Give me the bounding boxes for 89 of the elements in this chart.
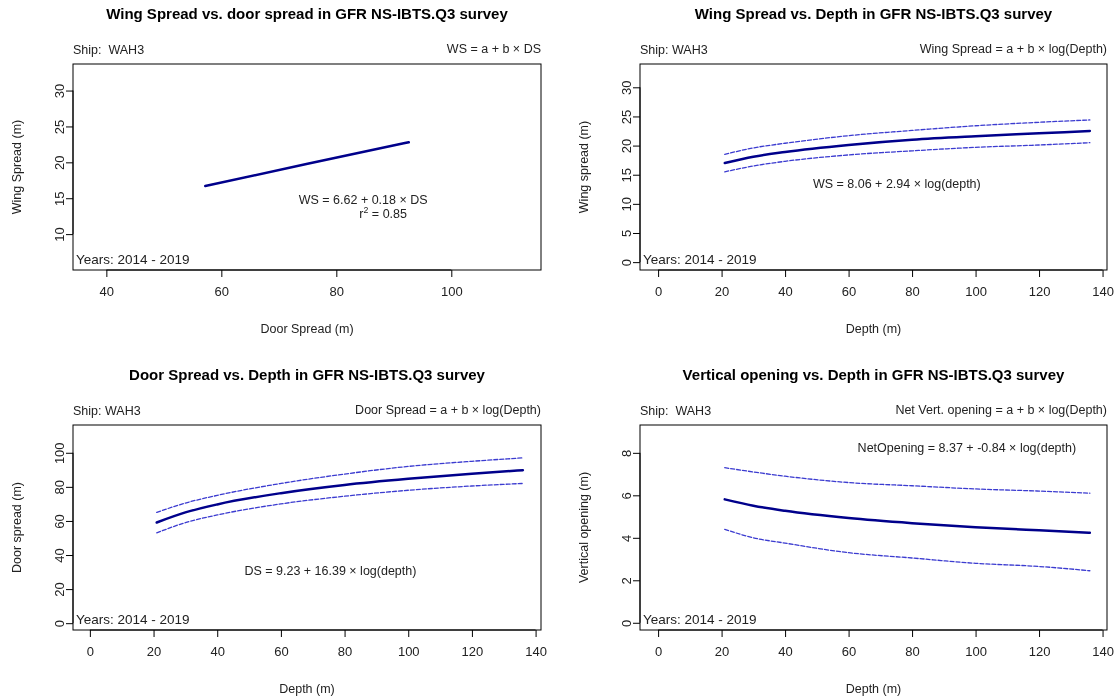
y-tick-label: 30 bbox=[618, 80, 634, 96]
x-tick-label: 80 bbox=[905, 284, 920, 300]
x-tick-label: 0 bbox=[654, 284, 663, 300]
x-tick-label: 20 bbox=[714, 284, 730, 300]
line-series bbox=[723, 129, 1092, 165]
y-tick-label: 40 bbox=[51, 548, 67, 563]
y-tick-label: 60 bbox=[51, 514, 67, 529]
x-tick-label: 100 bbox=[965, 644, 987, 660]
x-tick-label: 120 bbox=[461, 644, 484, 660]
y-tick-label: 8 bbox=[618, 449, 634, 457]
line-series bbox=[724, 142, 1091, 173]
x-tick-label: 20 bbox=[146, 644, 162, 660]
y-tick-label: 25 bbox=[51, 119, 67, 135]
annotation: Years: 2014 - 2019 bbox=[643, 252, 757, 267]
text: Ship: WAH3 bbox=[640, 404, 712, 418]
chart-title: Wing Spread vs. Depth in GFR NS-IBTS.Q3 survey bbox=[694, 5, 1053, 22]
x-tick-label: 40 bbox=[778, 644, 793, 660]
x-tick-label: 40 bbox=[99, 284, 115, 300]
annotation: Years: 2014 - 2019 bbox=[643, 612, 757, 627]
y-tick-label: 100 bbox=[51, 442, 67, 465]
line-series bbox=[156, 482, 524, 534]
y-tick-label: 30 bbox=[51, 83, 67, 99]
x-tick-label: 120 bbox=[1028, 284, 1051, 300]
x-tick-label: 100 bbox=[965, 284, 987, 300]
y-axis-title: Wing spread (m) bbox=[577, 120, 591, 214]
chart-title: Wing Spread vs. door spread in GFR NS-IBTS.Q3 survey bbox=[106, 5, 509, 22]
line-series bbox=[156, 457, 524, 514]
y-tick-label: 4 bbox=[618, 534, 634, 542]
text: Door Spread = a + b × log(Depth) bbox=[355, 403, 541, 417]
y-tick-label: 20 bbox=[51, 155, 67, 171]
y-tick-label: 6 bbox=[618, 492, 634, 500]
x-tick-label: 40 bbox=[778, 284, 793, 300]
text: Ship: WAH3 bbox=[73, 404, 141, 418]
x-tick-label: 100 bbox=[397, 644, 420, 660]
line-series bbox=[155, 468, 525, 524]
x-tick-label: 20 bbox=[714, 644, 730, 660]
x-tick-label: 60 bbox=[274, 644, 289, 660]
line-series bbox=[723, 498, 1092, 534]
x-axis-title: Door Spread (m) bbox=[260, 322, 354, 336]
y-tick-label: 2 bbox=[618, 577, 634, 585]
annotation: WS = 6.62 + 0.18 × DS bbox=[298, 193, 428, 208]
line-series bbox=[724, 467, 1091, 494]
y-tick-label: 20 bbox=[51, 582, 67, 597]
annotation: WS = 8.06 + 2.94 × log(depth) bbox=[812, 176, 981, 191]
y-tick-label: 10 bbox=[51, 227, 67, 242]
y-tick-label: 15 bbox=[51, 191, 67, 206]
x-axis-title: Depth (m) bbox=[845, 682, 902, 696]
y-tick-label: 0 bbox=[51, 620, 67, 628]
chart-title: Door Spread vs. Depth in GFR NS-IBTS.Q3 survey bbox=[129, 366, 486, 383]
x-tick-label: 120 bbox=[1028, 644, 1051, 660]
x-tick-label: 140 bbox=[1092, 284, 1114, 300]
annotation: Years: 2014 - 2019 bbox=[76, 252, 190, 267]
x-tick-label: 80 bbox=[905, 644, 920, 660]
x-tick-label: 60 bbox=[214, 284, 230, 300]
y-axis-title: Door spread (m) bbox=[10, 482, 24, 573]
line-series bbox=[724, 528, 1091, 572]
y-tick-label: 0 bbox=[618, 619, 634, 627]
annotation: r$^{2}$ = 0.85 bbox=[359, 205, 408, 222]
x-tick-label: 0 bbox=[86, 644, 94, 660]
x-tick-label: 60 bbox=[841, 284, 857, 300]
x-axis-title: Depth (m) bbox=[279, 682, 335, 696]
x-axis-title: Depth (m) bbox=[845, 322, 902, 336]
y-tick-label: 25 bbox=[618, 109, 634, 125]
annotation: DS = 9.23 + 16.39 × log(depth) bbox=[244, 563, 417, 578]
annotation: NetOpening = 8.37 + -0.84 × log(depth) bbox=[857, 440, 1077, 455]
x-tick-label: 40 bbox=[210, 644, 225, 660]
y-tick-label: 20 bbox=[618, 138, 634, 154]
text: Net Vert. opening = a + b × log(Depth) bbox=[895, 403, 1107, 417]
y-tick-label: 15 bbox=[618, 167, 634, 183]
x-tick-label: 0 bbox=[654, 644, 663, 660]
text: WS = a + b × DS bbox=[446, 42, 541, 56]
x-tick-label: 80 bbox=[337, 644, 353, 660]
x-tick-label: 60 bbox=[841, 644, 857, 660]
y-axis-title: Wing Spread (m) bbox=[10, 119, 24, 215]
y-tick-label: 0 bbox=[618, 259, 634, 267]
y-tick-label: 5 bbox=[618, 229, 634, 238]
text: Ship: WAH3 bbox=[640, 43, 708, 57]
x-tick-label: 140 bbox=[525, 644, 547, 660]
chart-title: Vertical opening vs. Depth in GFR NS-IBTS.Q3 survey bbox=[682, 366, 1066, 383]
text: Wing Spread = a + b × log(Depth) bbox=[919, 42, 1107, 56]
x-tick-label: 80 bbox=[329, 284, 345, 300]
y-tick-label: 80 bbox=[51, 480, 67, 495]
x-tick-label: 140 bbox=[1092, 644, 1114, 660]
line-series bbox=[724, 119, 1091, 155]
y-tick-label: 10 bbox=[618, 197, 634, 212]
x-tick-label: 100 bbox=[440, 284, 463, 300]
text: Ship: WAH3 bbox=[73, 43, 145, 57]
annotation: Years: 2014 - 2019 bbox=[76, 612, 190, 627]
y-axis-title: Vertical opening (m) bbox=[577, 471, 591, 584]
